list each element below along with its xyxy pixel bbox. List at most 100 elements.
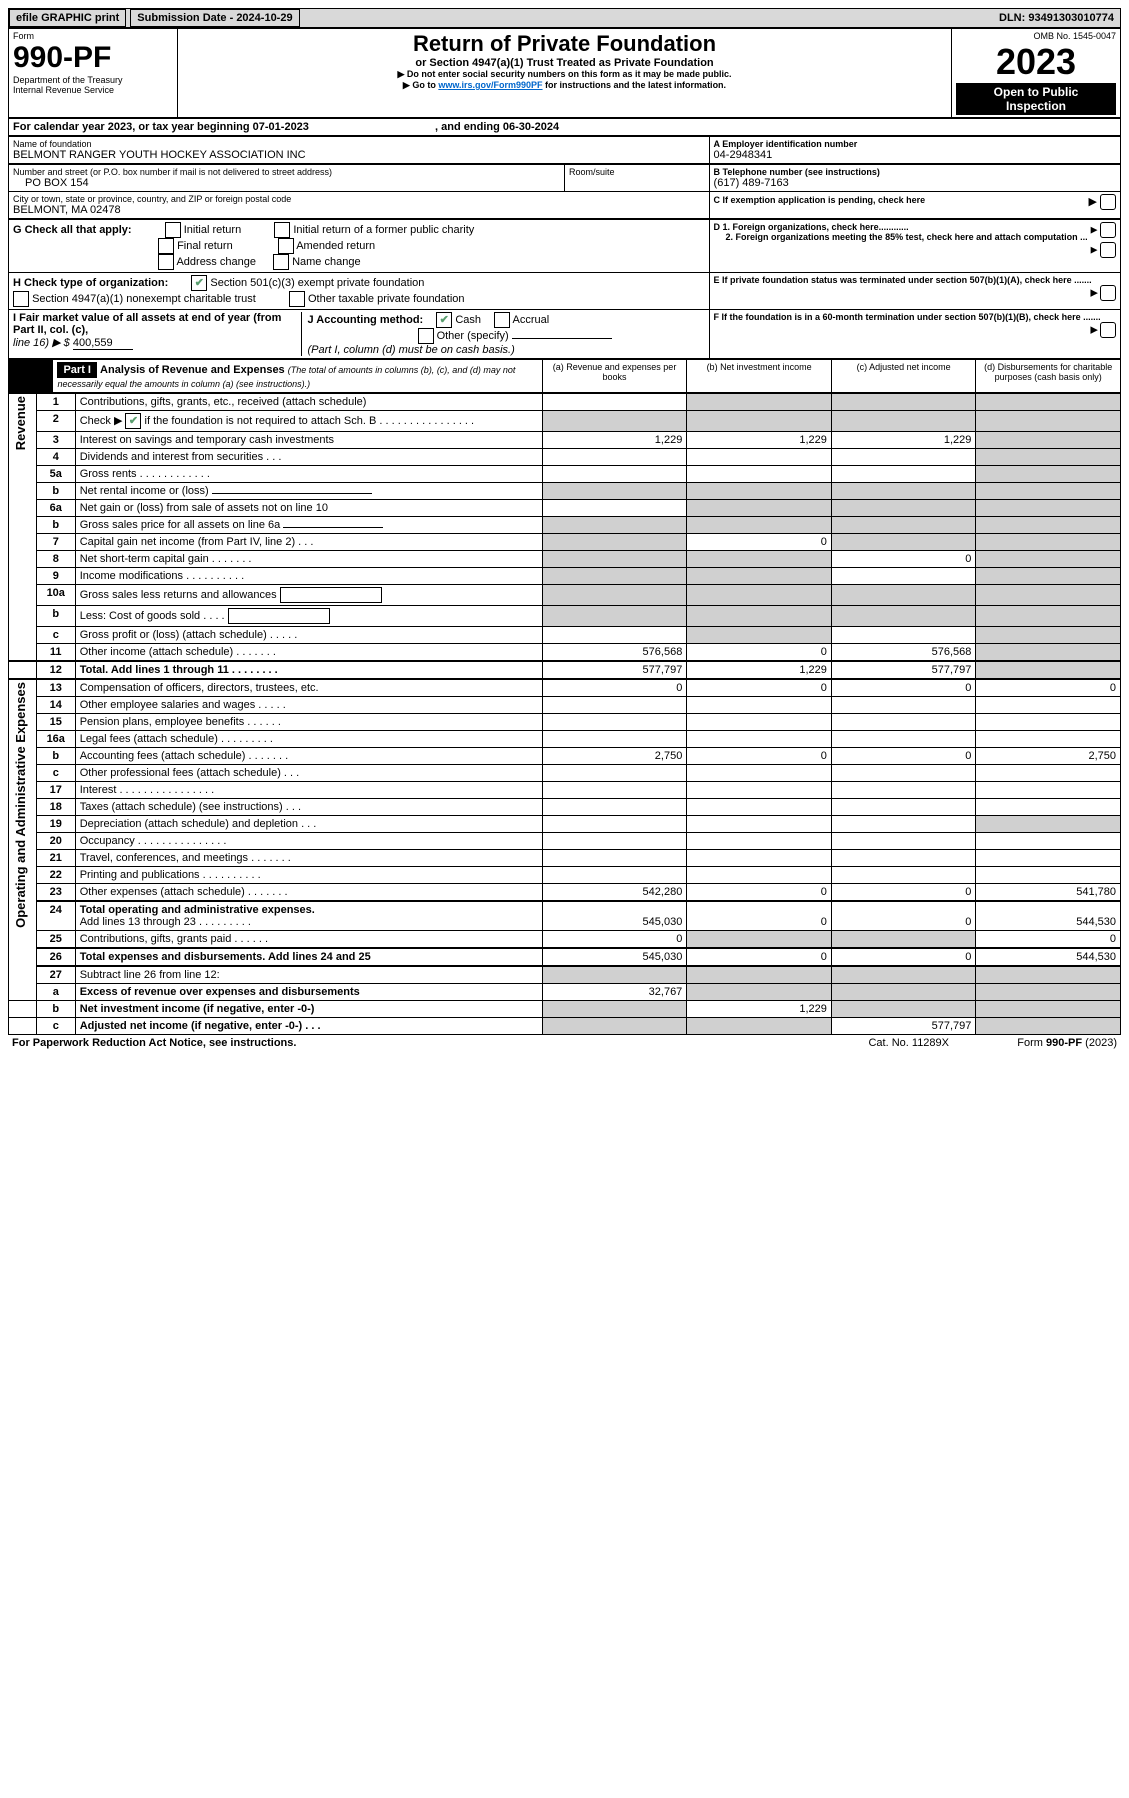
line-13-c: 0 (831, 679, 976, 697)
line-7-text: Capital gain net income (from Part IV, l… (75, 534, 542, 551)
line-26-c: 0 (831, 948, 976, 966)
j-cash: Cash (455, 314, 481, 326)
line-num: 5a (36, 466, 75, 483)
g-name-change-checkbox[interactable] (273, 254, 289, 270)
schb-checkbox[interactable]: ✔ (125, 413, 141, 429)
line-10b-text: Less: Cost of goods sold . . . . (75, 606, 542, 627)
j-accrual-checkbox[interactable] (494, 312, 510, 328)
room-label: Room/suite (569, 167, 705, 177)
col-b-header: (b) Net investment income (687, 360, 832, 393)
h-4947-checkbox[interactable] (13, 291, 29, 307)
line-6a-text: Net gain or (loss) from sale of assets n… (75, 500, 542, 517)
tax-year: 2023 (956, 41, 1116, 83)
efile-print-button[interactable]: efile GRAPHIC print (9, 9, 126, 27)
g-final-return: Final return (177, 240, 233, 252)
line-25-a: 0 (542, 931, 687, 949)
line-num: c (36, 627, 75, 644)
d1-label: D 1. Foreign organizations, check here..… (714, 222, 1116, 232)
form-header: Form 990-PF Department of the Treasury I… (8, 28, 1121, 118)
footer-mid: Cat. No. 11289X (733, 1035, 953, 1051)
line-num: c (36, 765, 75, 782)
line-17-text: Interest . . . . . . . . . . . . . . . . (75, 782, 542, 799)
options-block: G Check all that apply: Initial return I… (8, 219, 1121, 359)
i-fmv-value: 400,559 (73, 337, 133, 350)
line-8-text: Net short-term capital gain . . . . . . … (75, 551, 542, 568)
line-18-text: Taxes (attach schedule) (see instruction… (75, 799, 542, 816)
city-value: BELMONT, MA 02478 (13, 204, 705, 216)
line-num: 8 (36, 551, 75, 568)
open-to-public: Open to PublicInspection (956, 83, 1116, 115)
line-num: b (36, 606, 75, 627)
line-23-a: 542,280 (542, 884, 687, 902)
line-22-text: Printing and publications . . . . . . . … (75, 867, 542, 884)
d2-label: 2. Foreign organizations meeting the 85%… (714, 232, 1116, 242)
phone-label: B Telephone number (see instructions) (714, 167, 1116, 177)
line-num: 14 (36, 697, 75, 714)
line-14-text: Other employee salaries and wages . . . … (75, 697, 542, 714)
line-num: 1 (36, 394, 75, 411)
revenue-section-label: Revenue (13, 396, 28, 450)
form-subtitle: or Section 4947(a)(1) Trust Treated as P… (182, 57, 947, 69)
line-27b-b: 1,229 (687, 1001, 832, 1018)
c-pending-checkbox[interactable] (1100, 194, 1116, 210)
line-24-c: 0 (831, 901, 976, 931)
j-other-checkbox[interactable] (418, 328, 434, 344)
line-num: 2 (36, 411, 75, 432)
g-initial-former-checkbox[interactable] (274, 222, 290, 238)
line-num: b (36, 1001, 75, 1018)
line-num: 22 (36, 867, 75, 884)
line-11-b: 0 (687, 644, 832, 662)
line-11-a: 576,568 (542, 644, 687, 662)
submission-date: Submission Date - 2024-10-29 (130, 9, 299, 27)
j-cash-checkbox[interactable]: ✔ (436, 312, 452, 328)
line-12-c: 577,797 (831, 661, 976, 679)
h-501c3-checkbox[interactable]: ✔ (191, 275, 207, 291)
line-num: 25 (36, 931, 75, 949)
line-23-text: Other expenses (attach schedule) . . . .… (75, 884, 542, 902)
d2-checkbox[interactable] (1100, 242, 1116, 258)
line-21-text: Travel, conferences, and meetings . . . … (75, 850, 542, 867)
i-label: I Fair market value of all assets at end… (13, 312, 281, 336)
g-address-change-checkbox[interactable] (158, 254, 174, 270)
g-initial-former: Initial return of a former public charit… (293, 224, 474, 236)
g-address-change: Address change (176, 256, 256, 268)
line-num: 21 (36, 850, 75, 867)
line-num: b (36, 748, 75, 765)
g-final-return-checkbox[interactable] (158, 238, 174, 254)
line-16b-d: 2,750 (976, 748, 1121, 765)
j-accrual: Accrual (513, 314, 550, 326)
line-20-text: Occupancy . . . . . . . . . . . . . . . (75, 833, 542, 850)
line-num: 3 (36, 432, 75, 449)
h-other-taxable-checkbox[interactable] (289, 291, 305, 307)
e-checkbox[interactable] (1100, 285, 1116, 301)
line-num: 6a (36, 500, 75, 517)
line-23-b: 0 (687, 884, 832, 902)
street-label: Number and street (or P.O. box number if… (13, 167, 560, 177)
warning-1: ▶ Do not enter social security numbers o… (182, 69, 947, 80)
line-16b-c: 0 (831, 748, 976, 765)
g-initial-return-checkbox[interactable] (165, 222, 181, 238)
footer-left: For Paperwork Reduction Act Notice, see … (8, 1035, 733, 1051)
address-block: Number and street (or P.O. box number if… (8, 164, 1121, 219)
d1-checkbox[interactable] (1100, 222, 1116, 238)
line-12-text: Total. Add lines 1 through 11 . . . . . … (75, 661, 542, 679)
dln: DLN: 93491303010774 (993, 10, 1120, 26)
g-initial-return: Initial return (184, 224, 241, 236)
line-27a-a: 32,767 (542, 984, 687, 1001)
calendar-year-row: For calendar year 2023, or tax year begi… (8, 118, 1121, 136)
g-amended-checkbox[interactable] (278, 238, 294, 254)
line-num: 10a (36, 585, 75, 606)
line-2-text: Check ▶ ✔ if the foundation is not requi… (75, 411, 542, 432)
line-25-d: 0 (976, 931, 1121, 949)
line-24-a: 545,030 (542, 901, 687, 931)
col-a-header: (a) Revenue and expenses per books (542, 360, 687, 393)
foundation-name: BELMONT RANGER YOUTH HOCKEY ASSOCIATION … (13, 149, 705, 161)
line-27a-text: Excess of revenue over expenses and disb… (75, 984, 542, 1001)
line-13-a: 0 (542, 679, 687, 697)
line-5b-text: Net rental income or (loss) (75, 483, 542, 500)
form990pf-link[interactable]: www.irs.gov/Form990PF (438, 80, 542, 90)
i-line-label: line 16) ▶ $ (13, 337, 70, 349)
f-checkbox[interactable] (1100, 322, 1116, 338)
line-27c-c: 577,797 (831, 1018, 976, 1035)
h-label: H Check type of organization: (13, 277, 168, 289)
